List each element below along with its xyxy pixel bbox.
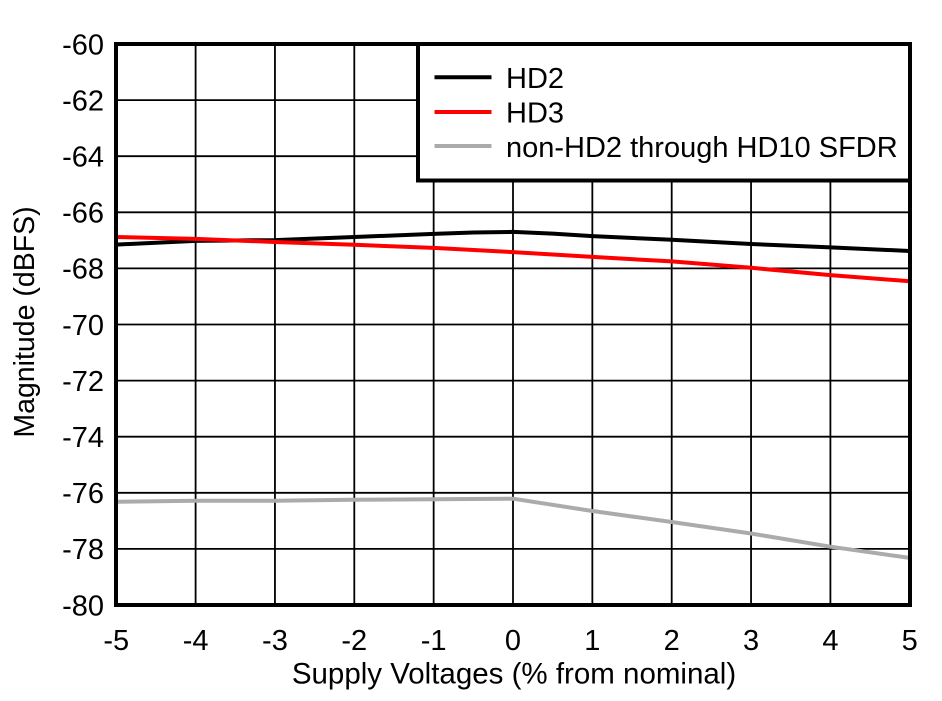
svg-text:Magnitude (dBFS): Magnitude (dBFS)	[9, 206, 41, 437]
svg-text:-62: -62	[62, 85, 104, 117]
svg-text:-68: -68	[62, 254, 104, 286]
svg-text:0: 0	[505, 625, 521, 657]
svg-text:-80: -80	[62, 590, 104, 622]
svg-text:HD3: HD3	[506, 98, 564, 130]
svg-text:-72: -72	[62, 366, 104, 398]
svg-text:1: 1	[584, 625, 600, 657]
svg-text:-64: -64	[62, 142, 104, 174]
svg-text:Supply Voltages (% from nomina: Supply Voltages (% from nominal)	[292, 658, 736, 691]
svg-text:4: 4	[822, 625, 838, 657]
svg-text:-66: -66	[62, 198, 104, 230]
svg-text:-76: -76	[62, 478, 104, 510]
svg-text:3: 3	[743, 625, 759, 657]
svg-text:-3: -3	[262, 625, 288, 657]
svg-text:-2: -2	[341, 625, 367, 657]
svg-text:-78: -78	[62, 534, 104, 566]
svg-text:HD2: HD2	[506, 63, 564, 95]
svg-text:-70: -70	[62, 310, 104, 342]
svg-text:non-HD2 through HD10 SFDR: non-HD2 through HD10 SFDR	[506, 132, 898, 164]
svg-text:-60: -60	[62, 29, 104, 61]
svg-text:2: 2	[664, 625, 680, 657]
svg-text:-5: -5	[103, 625, 129, 657]
svg-text:5: 5	[902, 625, 918, 657]
svg-text:-1: -1	[421, 625, 447, 657]
svg-text:-74: -74	[62, 422, 104, 454]
svg-text:-4: -4	[183, 625, 209, 657]
